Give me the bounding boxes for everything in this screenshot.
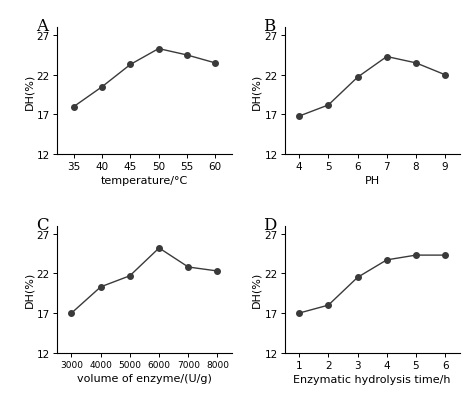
Text: B: B — [264, 18, 276, 35]
X-axis label: PH: PH — [365, 176, 380, 186]
Y-axis label: DH(%): DH(%) — [24, 271, 34, 308]
Text: C: C — [36, 216, 48, 233]
X-axis label: Enzymatic hydrolysis time/h: Enzymatic hydrolysis time/h — [293, 374, 451, 384]
X-axis label: temperature/°C: temperature/°C — [101, 176, 188, 186]
Y-axis label: DH(%): DH(%) — [252, 73, 262, 109]
Y-axis label: DH(%): DH(%) — [252, 271, 262, 308]
Text: A: A — [36, 18, 48, 35]
X-axis label: volume of enzyme/(U/g): volume of enzyme/(U/g) — [77, 373, 212, 383]
Y-axis label: DH(%): DH(%) — [24, 73, 34, 109]
Text: D: D — [264, 216, 277, 233]
